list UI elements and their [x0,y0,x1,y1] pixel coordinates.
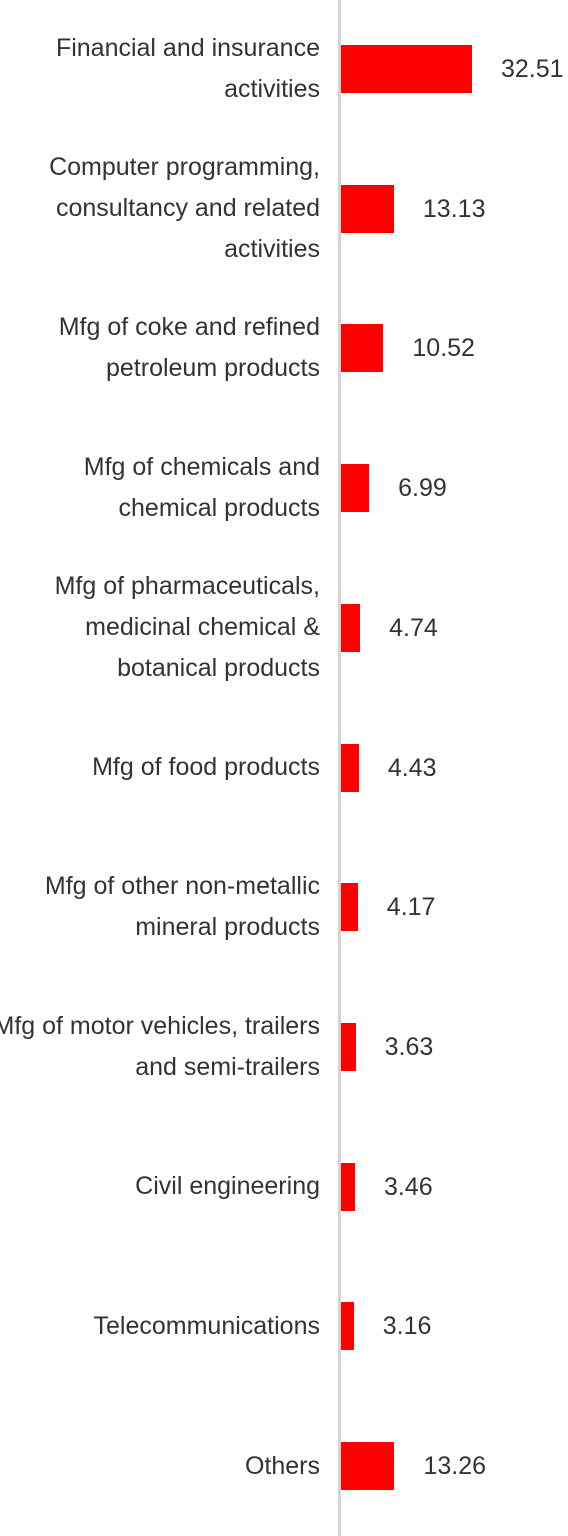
value-label: 13.13 [422,194,486,223]
category-row: Mfg of other non-metallic mineral produc… [0,837,320,977]
category-label: Civil engineering [135,1172,320,1201]
value-label: 13.26 [423,1452,486,1480]
bar [341,1442,395,1490]
category-row: Telecommunications [0,1256,321,1396]
category-label: Financial and insurance activities [55,34,320,103]
category-label: Computer programming, consultancy and re… [49,153,320,264]
bar [341,184,394,233]
category-label: Telecommunications [93,1311,321,1340]
value-label: 32.51 [501,55,564,83]
bar [341,324,384,373]
bar [341,603,361,652]
category-row: Civil engineering [0,1117,320,1257]
category-label: Mfg of chemicals and chemical products [83,453,320,523]
bar [341,743,359,792]
category-label: Mfg of food products [92,753,320,781]
bar [341,1162,355,1211]
category-row: Mfg of chemicals and chemical products [0,418,320,558]
category-row: Mfg of coke and refined petroleum produc… [0,278,320,418]
category-label: Mfg of other non-metallic mineral produc… [44,872,320,942]
category-row: Mfg of food products [0,698,320,838]
value-label: 4.17 [386,893,436,922]
category-row: Mfg of motor vehicles, trailers and semi… [0,977,320,1117]
bar [341,883,358,932]
bar [341,45,472,93]
value-label: 3.46 [383,1172,433,1201]
value-label: 10.52 [412,334,475,363]
bar [341,464,370,513]
category-row: Others [0,1396,320,1536]
value-label: 6.99 [398,474,447,503]
category-row: Computer programming, consultancy and re… [0,139,320,279]
bar [341,1302,354,1351]
axis-line [338,0,341,1536]
bar [341,1022,356,1071]
category-label: Mfg of pharmaceuticals, medicinal chemic… [54,572,320,683]
value-label: 4.74 [389,613,438,642]
value-label: 3.16 [382,1312,432,1341]
category-label: Mfg of motor vehicles, trailers and semi… [0,1011,320,1081]
category-row: Mfg of pharmaceuticals, medicinal chemic… [0,558,320,698]
category-row: Financial and insurance activities [0,0,320,139]
value-label: 3.63 [384,1032,434,1061]
category-label: Others [244,1451,320,1480]
category-label: Mfg of coke and refined petroleum produc… [58,313,320,383]
value-label: 4.43 [387,753,437,782]
